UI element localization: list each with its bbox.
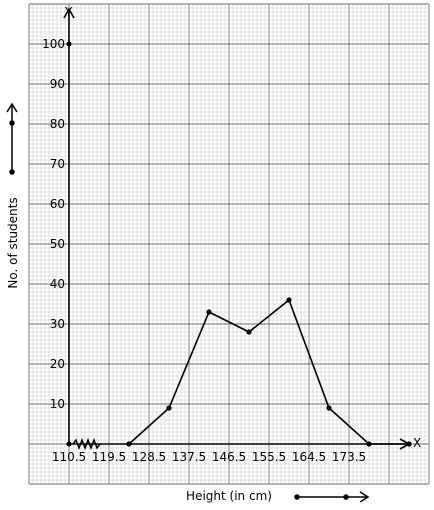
y-axis-top-point — [66, 41, 72, 47]
y-tick-label: 50 — [50, 237, 65, 251]
graph-paper-grid — [28, 3, 430, 485]
y-tick-label: 90 — [50, 77, 65, 91]
data-point — [366, 441, 372, 447]
series-polyline — [128, 298, 409, 445]
y-tick-label: 20 — [50, 357, 65, 371]
y-tick-label: 100 — [42, 37, 65, 51]
data-point — [166, 405, 172, 411]
y-tick-label: 30 — [50, 317, 65, 331]
axis-break-icon — [72, 437, 101, 451]
data-point — [126, 441, 132, 447]
tick-labels: 10 20 30 40 50 60 70 80 90 100 110.5 119.5 128.5 137.… — [42, 37, 366, 464]
y-tick-label: 10 — [50, 397, 65, 411]
data-point — [326, 405, 332, 411]
x-tick-label: 119.5 — [92, 450, 126, 464]
y-axis-title: No. of students — [6, 197, 20, 288]
x-tick-label: 173.5 — [332, 450, 366, 464]
x-tick-label: 155.5 — [252, 450, 286, 464]
data-point — [206, 309, 212, 315]
x-tick-label: 146.5 — [212, 450, 246, 464]
origin-point — [66, 441, 72, 447]
x-axis-title: Height (in cm) — [186, 489, 272, 503]
series-line — [126, 297, 412, 447]
y-tick-label: 40 — [50, 277, 65, 291]
x-tick-label: 110.5 — [52, 450, 86, 464]
x-tick-label: 128.5 — [132, 450, 166, 464]
x-axis-letter: X — [413, 436, 421, 450]
data-point — [246, 329, 252, 335]
data-point — [286, 297, 292, 303]
y-tick-label: 70 — [50, 157, 65, 171]
y-axis-arrow-icon — [63, 7, 75, 19]
x-direction-arrow-icon — [294, 491, 370, 503]
data-point — [406, 441, 412, 447]
x-tick-label: 137.5 — [172, 450, 206, 464]
y-tick-label: 60 — [50, 197, 65, 211]
y-direction-arrow-icon — [6, 102, 18, 175]
y-tick-label: 80 — [50, 117, 65, 131]
y-axis-letter: Y — [64, 5, 73, 19]
x-tick-label: 164.5 — [292, 450, 326, 464]
